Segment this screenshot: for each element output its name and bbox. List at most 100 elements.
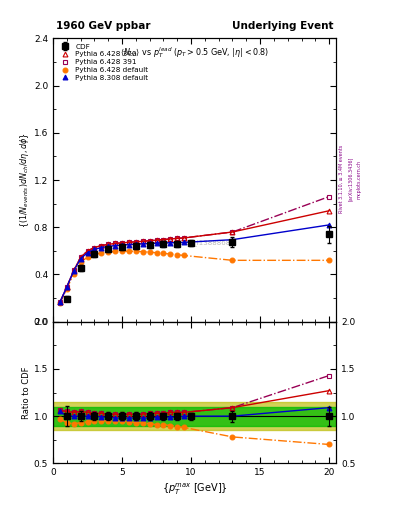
Pythia 8.308 default — [120, 242, 125, 248]
Pythia 6.428 391 — [175, 236, 180, 242]
Pythia 6.428 default — [134, 248, 138, 254]
Pythia 6.428 370 — [72, 267, 76, 273]
Pythia 6.428 370 — [140, 238, 145, 244]
Bar — [53, 402, 336, 430]
Line: Pythia 6.428 370: Pythia 6.428 370 — [57, 208, 332, 305]
Pythia 6.428 391 — [134, 239, 138, 245]
Pythia 6.428 391 — [85, 248, 90, 254]
Pythia 6.428 default — [64, 286, 69, 292]
Pythia 6.428 370 — [175, 236, 180, 242]
Pythia 8.308 default — [147, 240, 152, 246]
Pythia 6.428 default — [72, 271, 76, 277]
Pythia 6.428 391 — [78, 254, 83, 261]
Pythia 6.428 370 — [134, 239, 138, 245]
Pythia 6.428 default — [168, 251, 173, 257]
Pythia 6.428 391 — [58, 299, 62, 305]
Pythia 6.428 370 — [85, 248, 90, 254]
Pythia 6.428 370 — [230, 229, 235, 235]
Pythia 8.308 default — [64, 284, 69, 290]
Pythia 6.428 default — [147, 249, 152, 255]
Pythia 6.428 default — [175, 252, 180, 258]
Pythia 6.428 default — [99, 250, 104, 256]
Pythia 6.428 default — [120, 248, 125, 254]
Pythia 6.428 391 — [161, 237, 166, 243]
Pythia 6.428 370 — [106, 241, 110, 247]
Text: Underlying Event: Underlying Event — [232, 22, 333, 31]
Pythia 6.428 391 — [120, 240, 125, 246]
Legend: CDF, Pythia 6.428 370, Pythia 6.428 391, Pythia 6.428 default, Pythia 8.308 defa: CDF, Pythia 6.428 370, Pythia 6.428 391,… — [57, 42, 150, 82]
Pythia 6.428 391 — [182, 235, 187, 241]
Pythia 8.308 default — [168, 240, 173, 246]
Pythia 8.308 default — [134, 241, 138, 247]
X-axis label: $\{p_T^{max}$ [GeV]$\}$: $\{p_T^{max}$ [GeV]$\}$ — [162, 481, 228, 497]
Pythia 8.308 default — [327, 222, 331, 228]
Pythia 6.428 default — [161, 250, 166, 257]
Pythia 6.428 370 — [58, 299, 62, 305]
Pythia 8.308 default — [92, 246, 97, 252]
Y-axis label: Ratio to CDF: Ratio to CDF — [22, 366, 31, 419]
Pythia 6.428 391 — [230, 229, 235, 235]
Text: Rivet 3.1.10, ≥ 3.4M events: Rivet 3.1.10, ≥ 3.4M events — [339, 145, 344, 214]
Pythia 6.428 391 — [168, 236, 173, 242]
Pythia 8.308 default — [140, 241, 145, 247]
Pythia 6.428 default — [78, 259, 83, 265]
Pythia 6.428 default — [182, 252, 187, 259]
Pythia 6.428 default — [327, 257, 331, 263]
Pythia 8.308 default — [106, 243, 110, 249]
Pythia 6.428 default — [58, 301, 62, 307]
Pythia 6.428 370 — [92, 245, 97, 251]
Pythia 6.428 default — [127, 248, 131, 254]
Pythia 6.428 370 — [327, 208, 331, 214]
Line: Pythia 6.428 default: Pythia 6.428 default — [57, 249, 332, 306]
Pythia 6.428 default — [85, 254, 90, 260]
Pythia 6.428 370 — [147, 238, 152, 244]
Pythia 8.308 default — [78, 255, 83, 262]
Pythia 8.308 default — [182, 239, 187, 245]
Pythia 6.428 370 — [154, 237, 159, 243]
Pythia 8.308 default — [85, 249, 90, 255]
Pythia 6.428 391 — [140, 238, 145, 244]
Pythia 6.428 370 — [161, 237, 166, 243]
Pythia 6.428 391 — [106, 241, 110, 247]
Pythia 8.308 default — [161, 240, 166, 246]
Bar — [53, 407, 336, 425]
Text: [arXiv:1306.3436]: [arXiv:1306.3436] — [348, 157, 353, 201]
Pythia 6.428 370 — [113, 240, 118, 246]
Pythia 6.428 default — [106, 249, 110, 255]
Pythia 6.428 370 — [168, 236, 173, 242]
Pythia 6.428 default — [154, 250, 159, 256]
Text: CDF_2015_I1388868: CDF_2015_I1388868 — [158, 239, 231, 246]
Y-axis label: $\{(1/N_{events}) dN_{ch}/d\eta, d\phi\}$: $\{(1/N_{events}) dN_{ch}/d\eta, d\phi\}… — [18, 132, 31, 228]
Pythia 6.428 370 — [99, 243, 104, 249]
Pythia 6.428 370 — [64, 284, 69, 290]
Text: mcplots.cern.ch: mcplots.cern.ch — [357, 160, 362, 199]
Pythia 8.308 default — [175, 240, 180, 246]
Pythia 6.428 default — [113, 248, 118, 254]
Pythia 6.428 391 — [154, 237, 159, 243]
Pythia 6.428 391 — [99, 243, 104, 249]
Pythia 8.308 default — [154, 240, 159, 246]
Pythia 6.428 391 — [147, 238, 152, 244]
Pythia 8.308 default — [127, 242, 131, 248]
Pythia 6.428 391 — [64, 284, 69, 290]
Pythia 6.428 391 — [92, 245, 97, 251]
Pythia 6.428 391 — [72, 267, 76, 273]
Pythia 6.428 370 — [182, 235, 187, 241]
Text: 1960 GeV ppbar: 1960 GeV ppbar — [56, 22, 151, 31]
Line: Pythia 8.308 default: Pythia 8.308 default — [57, 223, 332, 305]
Pythia 6.428 370 — [120, 240, 125, 246]
Pythia 6.428 default — [140, 249, 145, 255]
Pythia 8.308 default — [113, 243, 118, 249]
Pythia 6.428 370 — [78, 254, 83, 261]
Text: $\langle N_{ch}\rangle$ vs $p_T^{lead}$ ($p_T > 0.5$ GeV, $|\eta| < 0.8$): $\langle N_{ch}\rangle$ vs $p_T^{lead}$ … — [120, 46, 269, 60]
Pythia 6.428 391 — [113, 240, 118, 246]
Line: Pythia 6.428 391: Pythia 6.428 391 — [57, 194, 332, 305]
Pythia 6.428 default — [92, 251, 97, 258]
Pythia 6.428 370 — [127, 239, 131, 245]
Pythia 6.428 391 — [327, 194, 331, 200]
Pythia 8.308 default — [58, 299, 62, 305]
Pythia 6.428 391 — [127, 239, 131, 245]
Pythia 8.308 default — [99, 245, 104, 251]
Pythia 8.308 default — [230, 237, 235, 243]
Pythia 8.308 default — [72, 268, 76, 274]
